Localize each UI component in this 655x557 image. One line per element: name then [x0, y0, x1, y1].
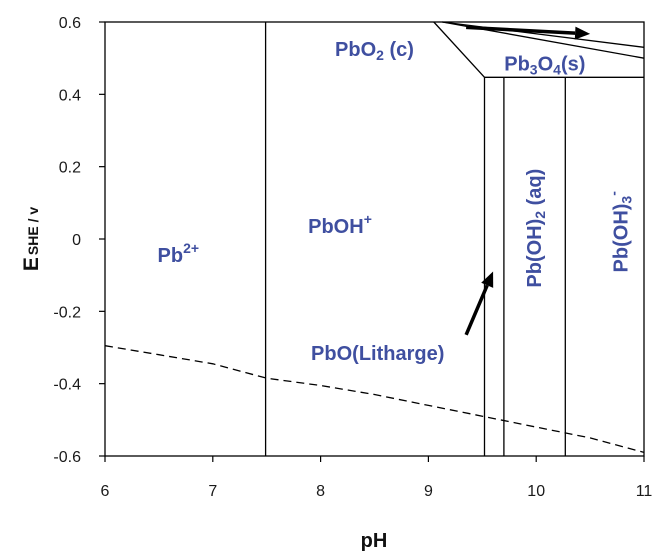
y-tick-label: -0.4: [53, 377, 81, 394]
x-tick-label: 9: [424, 483, 433, 500]
x-axis-label: pH: [361, 530, 388, 552]
arrow-head: [574, 26, 591, 40]
arrow-head: [481, 271, 494, 288]
y-tick-label: -0.2: [53, 304, 81, 321]
boundary-lines: [104, 21, 645, 456]
region-label: PbO2 (c): [335, 39, 414, 62]
y-tick-label: 0.6: [59, 15, 81, 32]
region-label: PbO(Litharge): [311, 343, 444, 365]
y-axis-label: ESHE / v: [20, 207, 43, 271]
region-label: Pb3O4(s): [504, 54, 585, 77]
arrows: [464, 25, 591, 336]
boundary-line: [442, 21, 645, 48]
y-tick-label: 0: [72, 232, 81, 249]
water-stability-line: [104, 345, 645, 454]
y-tick-label: 0.4: [59, 87, 81, 104]
x-axis-ticks: 6 7 8 9 10 11: [101, 456, 653, 500]
region-label: PbOH+: [308, 211, 372, 239]
region-label: Pb(OH)2 (aq): [524, 169, 547, 288]
arrow-shaft: [464, 284, 489, 336]
y-tick-label: 0.2: [59, 160, 81, 177]
region-label: Pb2+: [158, 240, 200, 268]
x-tick-label: 6: [101, 483, 110, 500]
x-tick-label: 10: [527, 483, 545, 500]
y-tick-label: -0.6: [53, 449, 81, 466]
region-label: Pb(OH)3-: [605, 191, 634, 273]
boundary-line: [433, 21, 485, 78]
region-labels: Pb2+ PbOH+ PbO2 (c) Pb3O4(s) PbO(Litharge) Pb…: [158, 39, 635, 365]
arrow-shaft: [466, 25, 576, 35]
x-tick-label: 8: [316, 483, 325, 500]
y-axis-ticks: -0.6 -0.4 -0.2 0 0.2 0.4 0.6: [53, 15, 105, 466]
x-tick-label: 7: [208, 483, 217, 500]
x-tick-label: 11: [636, 483, 653, 500]
